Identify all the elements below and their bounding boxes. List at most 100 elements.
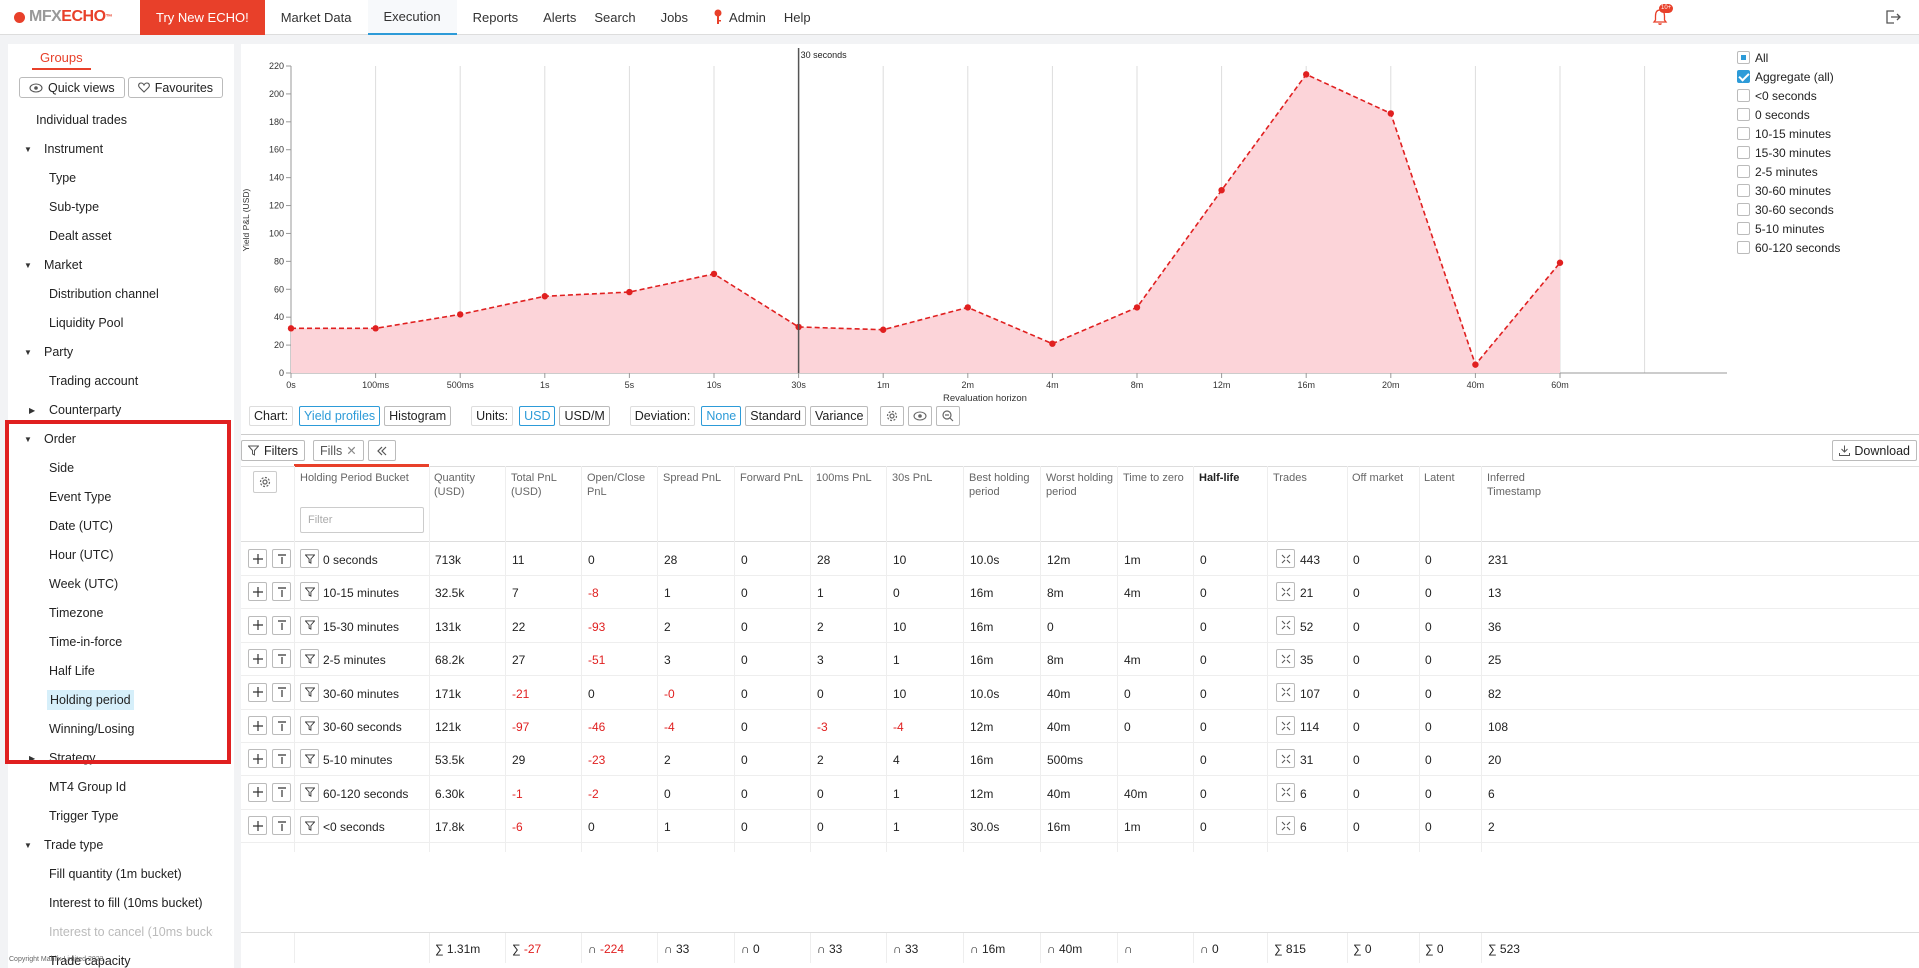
- column-header[interactable]: Off market: [1352, 472, 1404, 484]
- expand-row-button[interactable]: [248, 549, 267, 568]
- table-row[interactable]: 60-120 seconds 6.30k -1 -2 0 0 0 1 12m 40m 40m 0 6 0 0…: [241, 777, 1919, 810]
- filter-row-button[interactable]: [300, 716, 319, 735]
- tree-item[interactable]: Event Type: [49, 487, 111, 507]
- tree-item[interactable]: Timezone: [49, 603, 103, 623]
- quick-views-button[interactable]: Quick views: [19, 77, 125, 98]
- column-header[interactable]: Quantity (USD): [434, 472, 475, 498]
- column-header[interactable]: Inferred Timestamp: [1487, 472, 1541, 498]
- column-header[interactable]: Half-life: [1199, 472, 1240, 484]
- legend-checkbox[interactable]: [1737, 241, 1750, 254]
- tree-item[interactable]: ▼ Instrument: [24, 139, 103, 159]
- caret-down-icon[interactable]: ▼: [24, 840, 32, 850]
- pin-row-button[interactable]: [272, 549, 291, 568]
- deviation-none-button[interactable]: None: [701, 406, 742, 426]
- column-header[interactable]: Time to zero: [1123, 472, 1184, 484]
- filter-row-button[interactable]: [300, 816, 319, 836]
- expand-row-button[interactable]: [248, 749, 267, 769]
- remove-chip-icon[interactable]: ✕: [346, 444, 357, 458]
- filters-button[interactable]: Filters: [241, 440, 306, 461]
- tree-item[interactable]: Liquidity Pool: [49, 313, 123, 333]
- legend-item[interactable]: 30-60 minutes: [1737, 181, 1831, 200]
- legend-checkbox[interactable]: [1737, 222, 1750, 235]
- column-header[interactable]: Latent: [1424, 472, 1455, 484]
- legend-item[interactable]: Aggregate (all): [1737, 67, 1834, 86]
- expand-row-button[interactable]: [248, 716, 267, 735]
- tree-item[interactable]: ▼ Order: [24, 429, 76, 449]
- tree-item[interactable]: Individual trades: [36, 110, 127, 130]
- legend-item[interactable]: 10-15 minutes: [1737, 124, 1831, 143]
- trades-expand-button[interactable]: [1276, 649, 1295, 669]
- tree-item[interactable]: ▼ Party: [24, 342, 73, 362]
- tree-item[interactable]: Fill quantity (1m bucket): [49, 864, 182, 884]
- table-row[interactable]: 5-10 minutes 53.5k 29 -23 2 0 2 4 16m 500ms 0 31 0 0 2…: [241, 743, 1919, 777]
- trades-expand-button[interactable]: [1276, 549, 1295, 568]
- expand-row-button[interactable]: [248, 782, 267, 802]
- fills-chip[interactable]: Fills ✕: [313, 440, 364, 461]
- column-header[interactable]: Spread PnL: [663, 472, 722, 484]
- tree-item[interactable]: ▶ Counterparty: [29, 400, 121, 420]
- caret-down-icon[interactable]: ▼: [24, 434, 32, 444]
- tree-item[interactable]: Week (UTC): [49, 574, 118, 594]
- tree-item[interactable]: ▶ Strategy: [29, 748, 96, 768]
- column-header[interactable]: 30s PnL: [892, 472, 933, 484]
- column-header[interactable]: Worst holding period: [1046, 472, 1114, 498]
- column-header[interactable]: Holding Period Bucket: [300, 472, 409, 484]
- logout-icon[interactable]: [1884, 8, 1902, 26]
- nav-alerts[interactable]: Alerts: [543, 9, 577, 25]
- column-header[interactable]: Forward PnL: [740, 472, 803, 484]
- tree-item[interactable]: Side: [49, 458, 74, 478]
- tree-item[interactable]: MT4 Group Id: [49, 777, 126, 797]
- trades-expand-button[interactable]: [1276, 716, 1295, 735]
- tree-item[interactable]: Distribution channel: [49, 284, 159, 304]
- yield-profiles-button[interactable]: Yield profiles: [299, 406, 381, 426]
- legend-checkbox[interactable]: [1737, 89, 1750, 102]
- panel-divider[interactable]: [241, 434, 1919, 435]
- nav-market-data[interactable]: Market Data: [280, 9, 352, 25]
- filter-row-button[interactable]: [300, 582, 319, 602]
- column-header[interactable]: Trades: [1273, 472, 1307, 484]
- chart-settings-button[interactable]: [880, 406, 905, 426]
- legend-checkbox[interactable]: [1737, 203, 1750, 216]
- column-header[interactable]: Best holding period: [969, 472, 1030, 498]
- pin-row-button[interactable]: [272, 582, 291, 602]
- pin-row-button[interactable]: [272, 615, 291, 635]
- table-row[interactable]: <0 seconds 17.8k -6 0 1 0 0 1 30.0s 16m 1m 0 6 0 0 2: [241, 810, 1919, 844]
- bucket-filter-input[interactable]: Filter: [300, 507, 424, 533]
- pin-row-button[interactable]: [272, 649, 291, 669]
- filter-row-button[interactable]: [300, 549, 319, 568]
- column-header[interactable]: Open/Close PnL: [587, 472, 646, 498]
- tree-item[interactable]: Half Life: [49, 661, 95, 681]
- legend-checkbox[interactable]: [1737, 165, 1750, 178]
- tree-item[interactable]: Winning/Losing: [49, 719, 134, 739]
- pin-row-button[interactable]: [272, 716, 291, 735]
- histogram-button[interactable]: Histogram: [384, 406, 452, 426]
- tree-item[interactable]: ▼ Market: [24, 255, 82, 275]
- usd-m-button[interactable]: USD/M: [559, 406, 610, 426]
- caret-down-icon[interactable]: ▼: [24, 144, 32, 154]
- table-row[interactable]: 10-15 minutes 32.5k 7 -8 1 0 1 0 16m 8m 4m 0 21 0 0 13: [241, 576, 1919, 610]
- filter-row-button[interactable]: [300, 749, 319, 769]
- tree-item[interactable]: Date (UTC): [49, 516, 113, 536]
- legend-checkbox[interactable]: [1737, 184, 1750, 197]
- legend-checkbox[interactable]: [1737, 51, 1750, 64]
- legend-item[interactable]: 2-5 minutes: [1737, 162, 1818, 181]
- zoom-out-button[interactable]: [936, 406, 961, 426]
- expand-row-button[interactable]: [248, 649, 267, 669]
- legend-checkbox[interactable]: [1737, 127, 1750, 140]
- tree-item[interactable]: Time-in-force: [49, 632, 122, 652]
- nav-jobs[interactable]: Jobs: [660, 9, 689, 25]
- nav-search[interactable]: Search: [594, 9, 636, 25]
- trades-expand-button[interactable]: [1276, 582, 1295, 602]
- usd-button[interactable]: USD: [519, 406, 556, 426]
- chart-visibility-button[interactable]: [908, 406, 933, 426]
- nav-reports[interactable]: Reports: [472, 9, 519, 25]
- legend-checkbox[interactable]: [1737, 146, 1750, 159]
- nav-execution[interactable]: Execution: [367, 0, 457, 35]
- caret-down-icon[interactable]: ▼: [24, 347, 32, 357]
- tree-item[interactable]: Interest to cancel (10ms bucket): [49, 922, 213, 942]
- trades-expand-button[interactable]: [1276, 749, 1295, 769]
- nav-help[interactable]: Help: [783, 9, 811, 25]
- legend-item[interactable]: 30-60 seconds: [1737, 200, 1834, 219]
- trades-expand-button[interactable]: [1276, 615, 1295, 635]
- legend-item[interactable]: 60-120 seconds: [1737, 238, 1840, 257]
